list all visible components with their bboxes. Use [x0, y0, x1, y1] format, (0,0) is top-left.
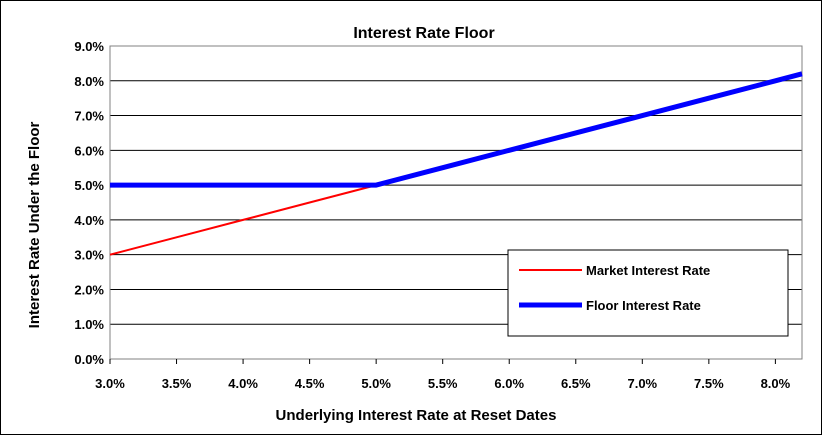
x-axis-ticks: 3.0% 3.5% 4.0% 4.5% 5.0% 5.5% 6.0% 6.5% 7.0% 7.5%… — [95, 359, 791, 391]
x-tick-label: 8.0% — [761, 376, 791, 391]
x-tick-label: 5.5% — [428, 376, 458, 391]
x-tick-label: 4.0% — [228, 376, 258, 391]
y-tick-label: 6.0% — [74, 143, 104, 158]
x-tick-label: 3.0% — [95, 376, 125, 391]
legend-label-floor: Floor Interest Rate — [586, 298, 701, 313]
y-tick-label: 8.0% — [74, 74, 104, 89]
x-tick-label: 4.5% — [295, 376, 325, 391]
legend: Market Interest Rate Floor Interest Rate — [507, 249, 789, 337]
y-tick-label: 1.0% — [74, 317, 104, 332]
y-tick-label: 2.0% — [74, 282, 104, 297]
legend-label-market: Market Interest Rate — [586, 263, 710, 278]
x-tick-label: 6.5% — [561, 376, 591, 391]
y-tick-label: 0.0% — [74, 352, 104, 367]
x-tick-label: 3.5% — [162, 376, 192, 391]
chart-title: Interest Rate Floor — [353, 25, 494, 42]
plot-area — [109, 45, 803, 360]
y-tick-label: 9.0% — [74, 39, 104, 54]
x-tick-label: 7.0% — [627, 376, 657, 391]
y-tick-label: 7.0% — [74, 109, 104, 124]
y-axis-label: Interest Rate Under the Floor — [26, 121, 43, 328]
y-tick-label: 5.0% — [74, 178, 104, 193]
legend-box — [507, 249, 789, 337]
x-tick-label: 6.0% — [494, 376, 524, 391]
y-axis-ticks: 0.0% 1.0% 2.0% 3.0% 4.0% 5.0% 6.0% 7.0% 8.0% 9.0% — [74, 39, 104, 367]
plot-area-border — [109, 45, 803, 360]
series-line-floor-interest-rate — [110, 71, 803, 188]
y-tick-label: 4.0% — [74, 213, 104, 228]
x-tick-label: 5.0% — [361, 376, 391, 391]
y-tick-label: 3.0% — [74, 248, 104, 263]
series-lines — [109, 71, 803, 256]
x-axis-label: Underlying Interest Rate at Reset Dates — [276, 407, 557, 424]
x-tick-label: 7.5% — [694, 376, 724, 391]
